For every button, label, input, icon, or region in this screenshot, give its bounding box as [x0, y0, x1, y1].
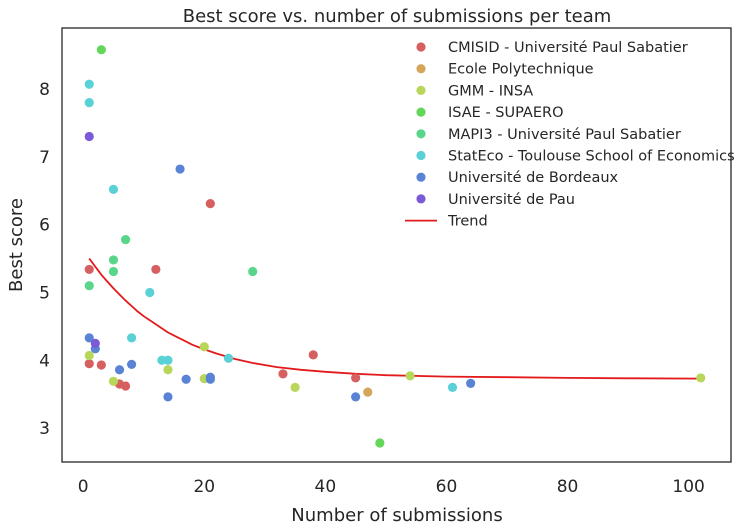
data-point	[223, 353, 234, 363]
data-point	[84, 350, 94, 361]
x-tick-label: 80	[557, 477, 579, 497]
trend-layer	[88, 258, 701, 380]
y-tick-label: 8	[39, 80, 50, 100]
legend-marker	[416, 64, 426, 74]
data-point	[278, 369, 288, 379]
legend-label: MAPI3 - Université Paul Sabatier	[448, 127, 681, 143]
data-point	[120, 234, 131, 245]
plot-frame	[61, 27, 732, 463]
legend-marker	[416, 42, 426, 52]
x-axis-label: Number of submissions	[291, 505, 502, 526]
data-point	[363, 387, 373, 397]
legend-label: CMISID - Université Paul Sabatier	[448, 40, 688, 56]
x-tick-label: 60	[436, 477, 458, 497]
data-point	[181, 374, 191, 384]
data-point	[248, 266, 258, 277]
data-point	[199, 342, 209, 352]
data-point	[90, 338, 100, 348]
legend-marker	[416, 150, 426, 161]
trend-line	[88, 258, 701, 380]
y-tick-label: 5	[39, 283, 50, 303]
data-point	[205, 374, 215, 384]
legend-marker	[416, 129, 426, 139]
data-point	[127, 359, 137, 369]
data-point	[405, 371, 415, 381]
data-point	[175, 164, 185, 174]
x-tick-label: 0	[78, 477, 89, 497]
data-point	[120, 381, 131, 391]
data-point	[84, 281, 94, 291]
data-point	[145, 287, 155, 298]
legend-label: Trend	[447, 214, 488, 230]
data-point	[696, 373, 706, 383]
x-tick-label: 20	[193, 477, 215, 497]
y-tick-label: 4	[39, 351, 50, 371]
legend-marker	[416, 172, 426, 182]
data-point	[84, 264, 94, 275]
points-layer	[84, 45, 706, 448]
x-tick-labels: 0 20 40 60 80 100	[78, 477, 705, 497]
data-point	[84, 359, 94, 369]
data-point	[114, 365, 125, 375]
data-point	[84, 333, 94, 343]
data-point	[96, 45, 106, 55]
legend-label: Université de Pau	[448, 192, 575, 208]
data-point	[108, 376, 119, 386]
legend-marker	[416, 85, 426, 95]
y-tick-label: 6	[39, 216, 50, 236]
legend: CMISID - Université Paul Sabatier Ecole P…	[405, 40, 735, 230]
data-point	[447, 382, 458, 393]
data-point	[96, 360, 106, 370]
y-tick-labels: 3 4 5 6 7 8	[39, 80, 50, 439]
legend-label: Ecole Polytechnique	[448, 62, 594, 78]
data-point	[308, 350, 318, 360]
data-point	[351, 392, 361, 402]
legend-marker	[416, 194, 426, 204]
data-point	[127, 333, 137, 343]
data-point	[163, 355, 173, 365]
y-tick-label: 7	[39, 148, 50, 168]
data-point	[163, 392, 173, 402]
data-point	[108, 255, 119, 265]
data-point	[290, 382, 300, 393]
data-point	[84, 131, 94, 142]
legend-label: StatEco - Toulouse School of Economics	[448, 149, 735, 165]
chart-title: Best score vs. number of submissions per…	[183, 6, 612, 27]
data-point	[205, 199, 215, 209]
x-tick-label: 100	[672, 477, 704, 497]
y-axis-label: Best score	[6, 198, 27, 292]
data-point	[84, 97, 94, 108]
data-point	[466, 378, 476, 388]
data-point	[108, 184, 119, 194]
data-point	[151, 264, 161, 275]
data-point	[108, 266, 119, 277]
legend-marker	[416, 107, 426, 117]
legend-label: GMM - INSA	[448, 83, 533, 99]
legend-label: ISAE - SUPAERO	[448, 105, 563, 121]
legend-label: Université de Bordeaux	[448, 170, 619, 186]
y-tick-label: 3	[39, 419, 50, 439]
data-point	[351, 373, 361, 383]
data-point	[163, 365, 173, 375]
data-point	[375, 438, 385, 448]
x-tick-label: 40	[315, 477, 337, 497]
data-point	[84, 79, 94, 89]
